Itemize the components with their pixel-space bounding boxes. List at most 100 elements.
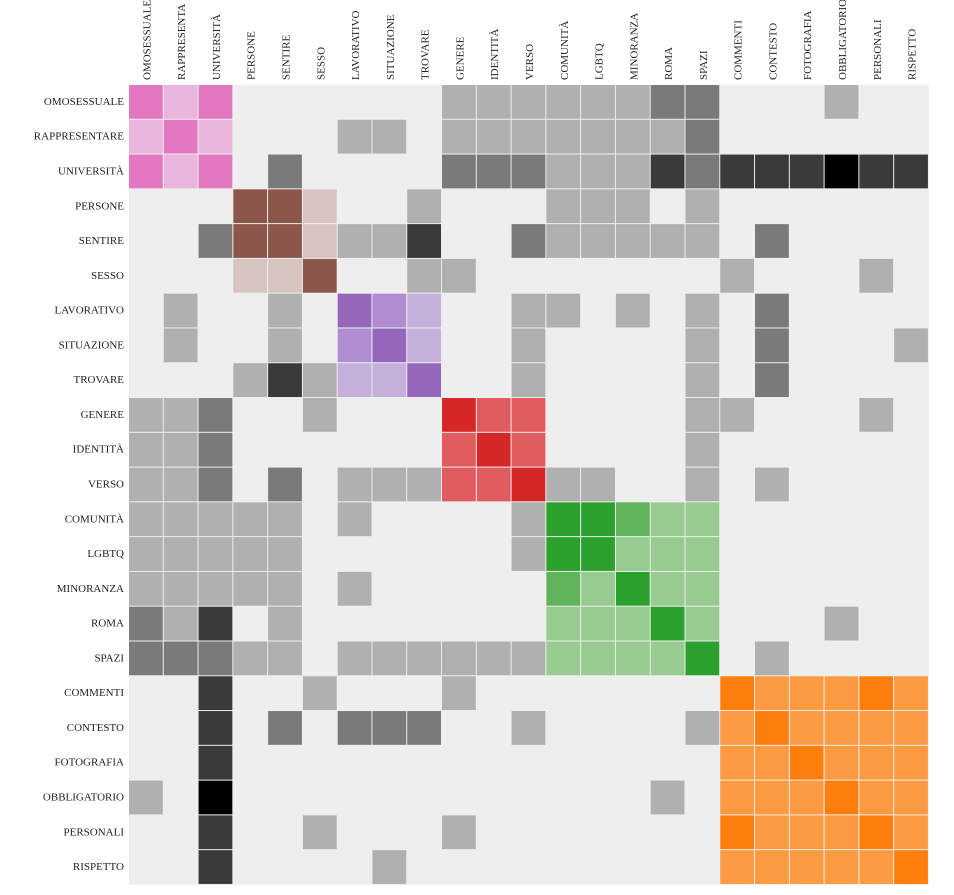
cell-personali-omosessuale <box>129 815 163 850</box>
row-label-genere: GENERE <box>81 409 125 421</box>
cell-obbligatorio-lavorativo <box>337 780 372 815</box>
cell-universita-rappresentare <box>163 154 198 189</box>
row-label-commenti: COMMENTI <box>64 687 124 699</box>
cell-spazi-fotografia <box>789 641 824 676</box>
cell-personali-spazi <box>685 815 720 850</box>
cell-lavorativo-lgbtq <box>581 293 615 328</box>
cell-situazione-lavorativo <box>337 328 372 363</box>
cell-genere-genere <box>442 398 476 432</box>
cell-identita-obbligatorio <box>824 432 859 467</box>
cell-verso-genere <box>442 467 476 502</box>
cell-spazi-sesso <box>302 641 337 676</box>
cell-lgbtq-omosessuale <box>129 537 163 571</box>
cell-spazi-obbligatorio <box>824 641 859 676</box>
cell-commenti-contesto <box>755 676 789 711</box>
cell-rappresentare-personali <box>859 119 894 154</box>
row-label-lgbtq: LGBTQ <box>87 548 124 560</box>
cell-identita-lavorativo <box>337 432 372 467</box>
cell-contesto-personali <box>859 711 894 745</box>
cell-commenti-minoranza <box>615 676 650 711</box>
column-label-omosessuale: OMOSESSUALE <box>141 0 153 80</box>
cell-situazione-persone <box>233 328 268 363</box>
cell-sentire-identita <box>476 224 511 258</box>
cell-fotografia-minoranza <box>615 745 650 780</box>
cell-roma-universita <box>198 606 233 641</box>
column-label-identita: IDENTITÀ <box>489 29 501 80</box>
row-label-rispetto: RISPETTO <box>73 861 124 873</box>
cell-lgbtq-trovare <box>407 537 442 571</box>
cell-universita-roma <box>650 154 685 189</box>
cell-minoranza-contesto <box>755 571 789 606</box>
cell-genere-minoranza <box>615 398 650 432</box>
cell-omosessuale-commenti <box>720 85 755 119</box>
cell-sentire-universita <box>198 224 233 258</box>
cell-roma-sentire <box>268 606 302 641</box>
cell-rappresentare-comunita <box>546 119 581 154</box>
cell-situazione-comunita <box>546 328 581 363</box>
cell-genere-obbligatorio <box>824 398 859 432</box>
cell-spazi-omosessuale <box>129 641 163 676</box>
cell-personali-rispetto <box>894 815 928 850</box>
cell-fotografia-personali <box>859 745 894 780</box>
cell-minoranza-roma <box>650 571 685 606</box>
cell-trovare-lavorativo <box>337 363 372 398</box>
cell-sentire-contesto <box>755 224 789 258</box>
cell-minoranza-situazione <box>372 571 407 606</box>
cell-commenti-persone <box>233 676 268 711</box>
cell-persone-trovare <box>407 189 442 224</box>
cell-roma-commenti <box>720 606 755 641</box>
cell-commenti-sentire <box>268 676 302 711</box>
cell-spazi-situazione <box>372 641 407 676</box>
cell-sesso-situazione <box>372 258 407 293</box>
cell-roma-genere <box>442 606 476 641</box>
column-label-contesto: CONTESTO <box>767 23 779 80</box>
column-label-sentire: SENTIRE <box>281 35 293 81</box>
cell-rappresentare-commenti <box>720 119 755 154</box>
cell-identita-rappresentare <box>163 432 198 467</box>
cell-personali-situazione <box>372 815 407 850</box>
cell-universita-persone <box>233 154 268 189</box>
cell-lavorativo-commenti <box>720 293 755 328</box>
cell-comunita-sesso <box>302 502 337 537</box>
cell-trovare-obbligatorio <box>824 363 859 398</box>
cell-genere-situazione <box>372 398 407 432</box>
cell-sesso-fotografia <box>789 258 824 293</box>
cell-identita-contesto <box>755 432 789 467</box>
cell-commenti-situazione <box>372 676 407 711</box>
cell-fotografia-genere <box>442 745 476 780</box>
cell-genere-comunita <box>546 398 581 432</box>
cell-rappresentare-sentire <box>268 119 302 154</box>
cell-identita-omosessuale <box>129 432 163 467</box>
cell-spazi-universita <box>198 641 233 676</box>
cell-persone-sesso <box>302 189 337 224</box>
cell-personali-contesto <box>755 815 789 850</box>
cell-sentire-rappresentare <box>163 224 198 258</box>
cell-comunita-trovare <box>407 502 442 537</box>
cell-spazi-minoranza <box>615 641 650 676</box>
row-label-contesto: CONTESTO <box>67 722 124 734</box>
column-label-obbligatorio: OBBLIGATORIO <box>837 0 849 80</box>
cell-lgbtq-fotografia <box>789 537 824 571</box>
cell-sentire-lgbtq <box>581 224 615 258</box>
cell-spazi-persone <box>233 641 268 676</box>
cell-comunita-personali <box>859 502 894 537</box>
cell-personali-lavorativo <box>337 815 372 850</box>
cell-obbligatorio-roma <box>650 780 685 815</box>
cell-omosessuale-sentire <box>268 85 302 119</box>
cell-spazi-trovare <box>407 641 442 676</box>
cell-fotografia-omosessuale <box>129 745 163 780</box>
cell-lgbtq-personali <box>859 537 894 571</box>
cell-fotografia-universita <box>198 745 233 780</box>
column-labels: OMOSESSUALE RAPPRESENTA UNIVERSITÀ PERSONE S… <box>141 0 918 80</box>
cell-genere-commenti <box>720 398 755 432</box>
cell-contesto-universita <box>198 711 233 745</box>
cell-commenti-trovare <box>407 676 442 711</box>
row-label-minoranza: MINORANZA <box>57 583 124 595</box>
cell-spazi-comunita <box>546 641 581 676</box>
cell-trovare-sesso <box>302 363 337 398</box>
cell-identita-fotografia <box>789 432 824 467</box>
cell-spazi-personali <box>859 641 894 676</box>
cell-lavorativo-minoranza <box>615 293 650 328</box>
cell-lgbtq-contesto <box>755 537 789 571</box>
cell-personali-comunita <box>546 815 581 850</box>
